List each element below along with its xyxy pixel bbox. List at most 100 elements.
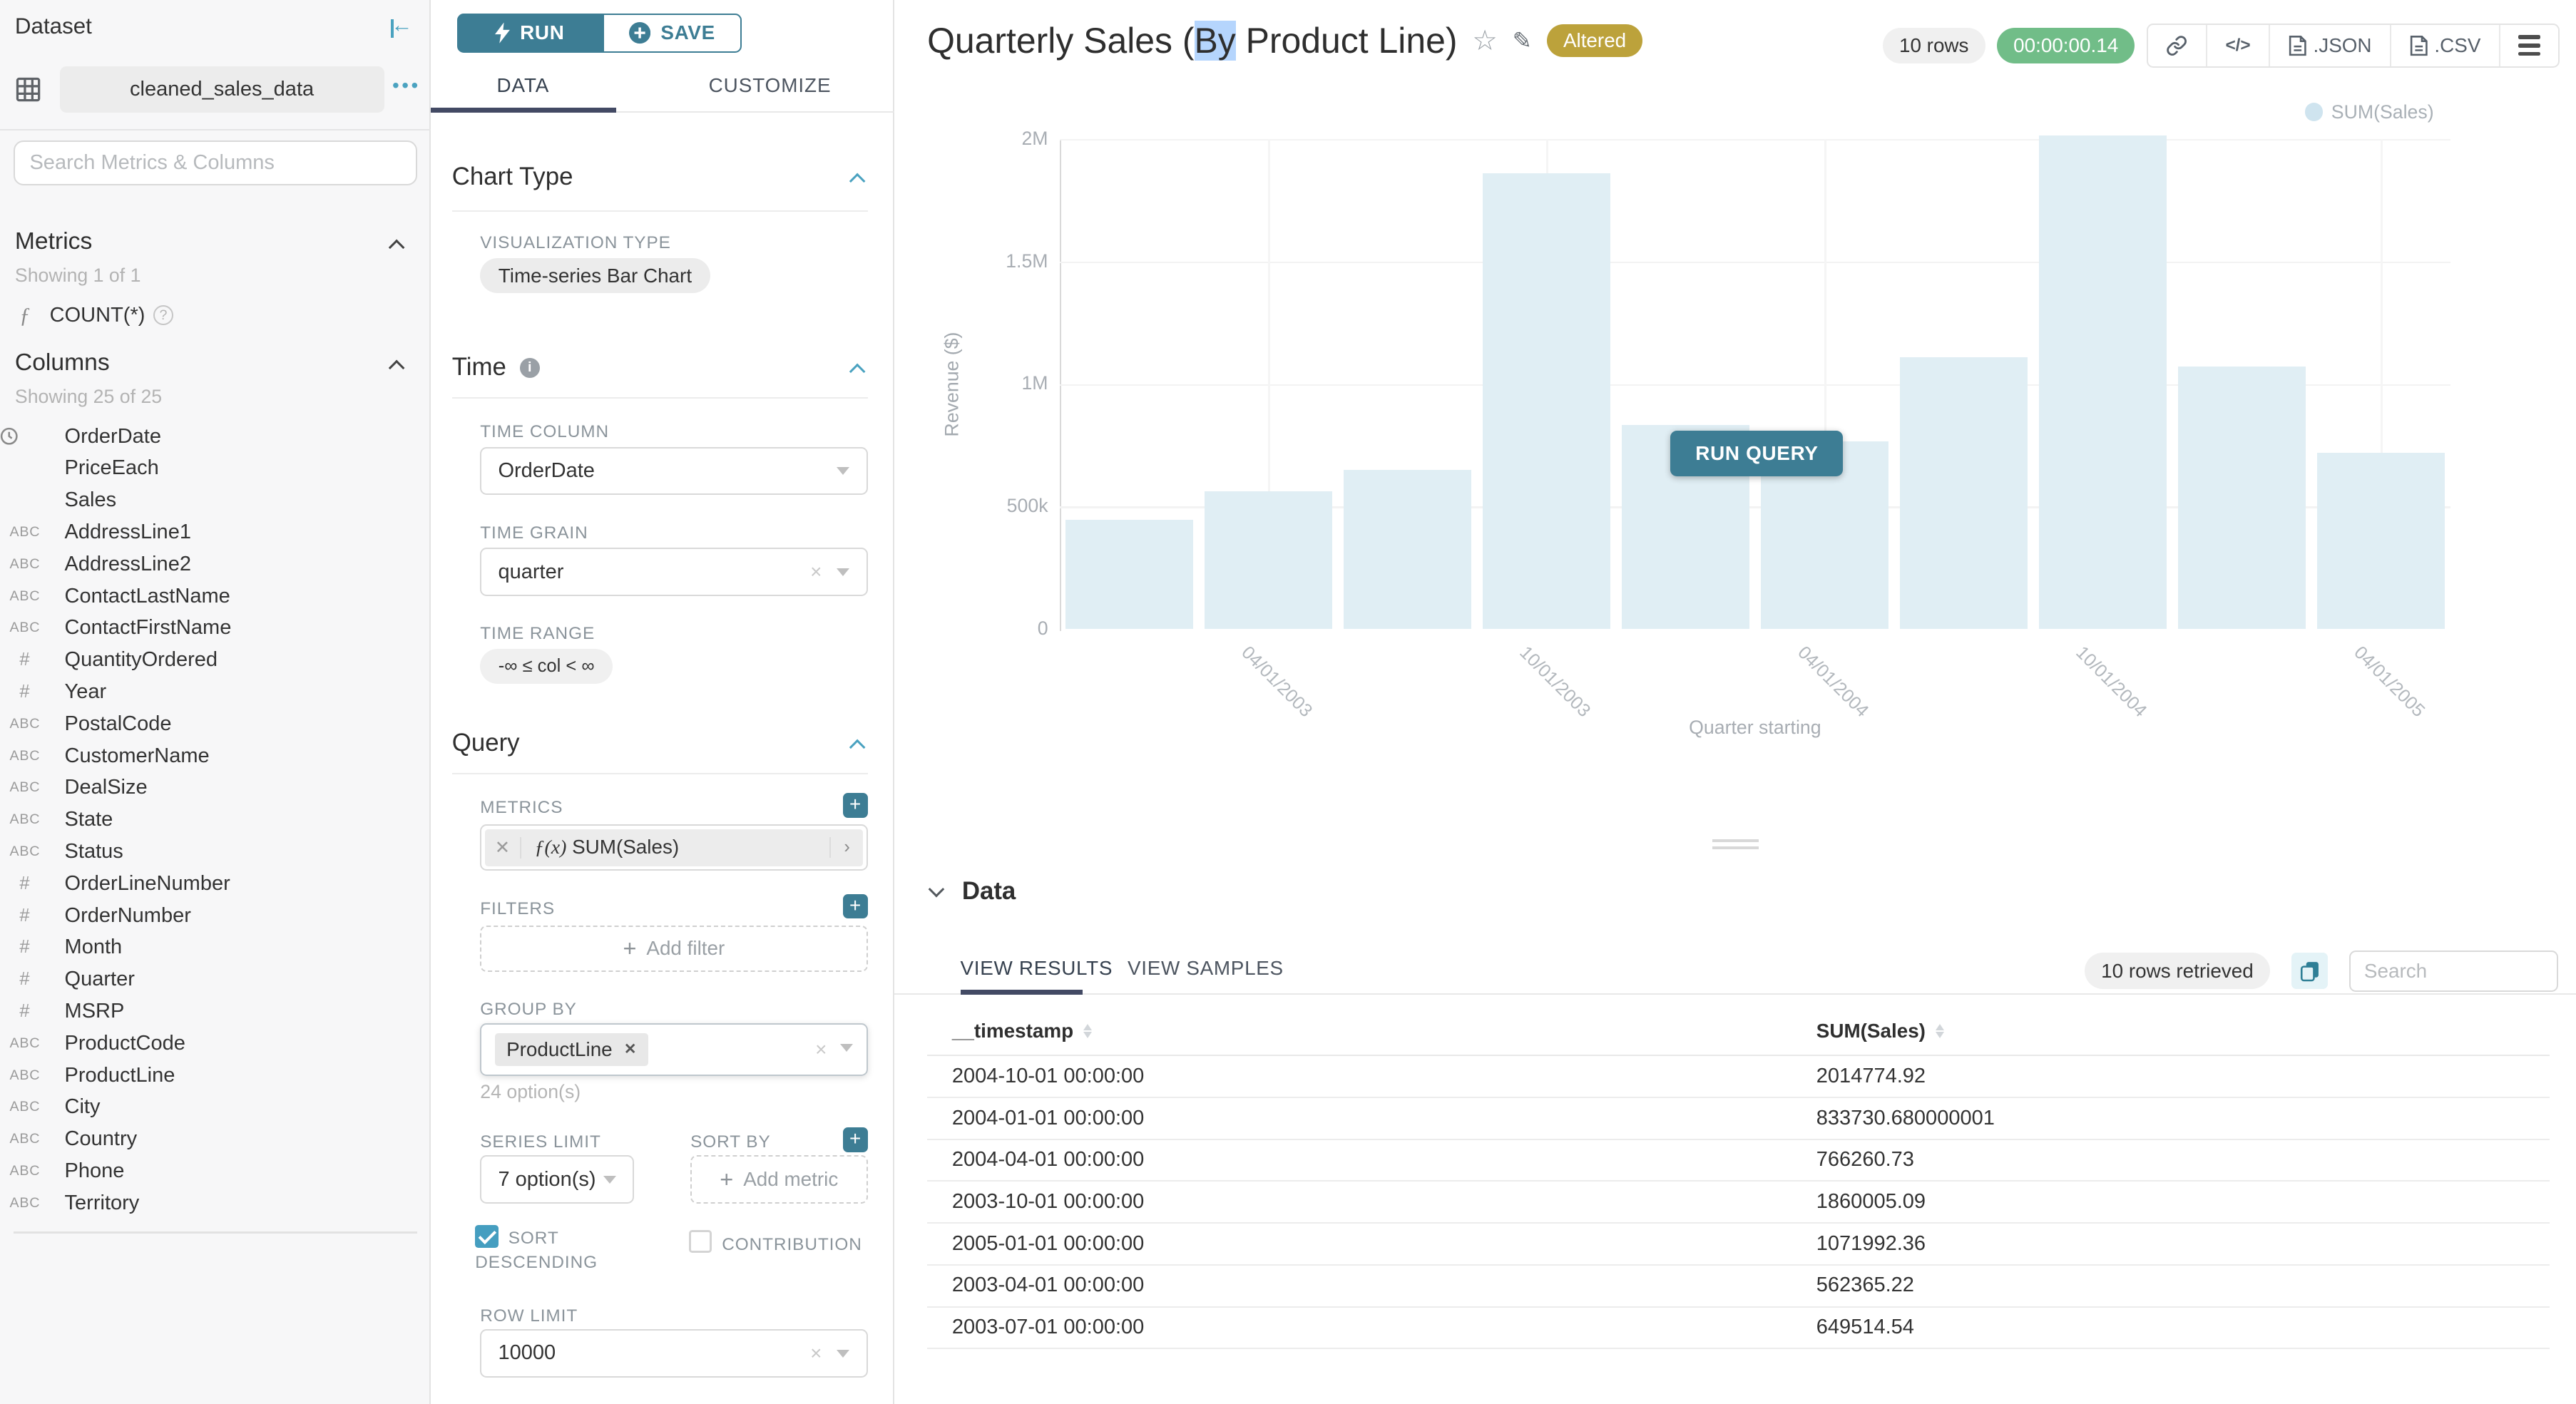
collapse-panel-icon[interactable]: ← bbox=[391, 13, 413, 38]
copy-data-button[interactable] bbox=[2291, 953, 2329, 990]
metric-item[interactable]: ƒ COUNT(*) ? bbox=[0, 299, 431, 331]
clear-icon[interactable]: × bbox=[810, 1341, 822, 1364]
column-header-timestamp[interactable]: __timestamp bbox=[952, 1020, 1093, 1042]
column-item[interactable]: # Year bbox=[0, 676, 431, 708]
export-csv-button[interactable]: .CSV bbox=[2391, 24, 2500, 67]
column-item[interactable]: Sales bbox=[0, 484, 431, 516]
add-metric-plus-button[interactable]: + bbox=[842, 793, 868, 818]
column-item[interactable]: ABC ProductCode bbox=[0, 1028, 431, 1060]
group-by-select[interactable]: ProductLine ✕ × bbox=[480, 1023, 868, 1077]
table-row[interactable]: 2003-07-01 00:00:00 649514.54 bbox=[927, 1308, 2550, 1350]
column-item[interactable]: # Month bbox=[0, 931, 431, 963]
column-item[interactable]: ABC ProductLine bbox=[0, 1060, 431, 1092]
time-range-value[interactable]: -∞ ≤ col < ∞ bbox=[480, 649, 613, 684]
column-item[interactable]: PriceEach bbox=[0, 452, 431, 484]
add-filter-button[interactable]: + Add filter bbox=[480, 925, 868, 972]
tab-customize[interactable]: CUSTOMIZE bbox=[708, 74, 832, 97]
visualization-type-value[interactable]: Time-series Bar Chart bbox=[480, 258, 710, 293]
column-item[interactable]: # MSRP bbox=[0, 995, 431, 1028]
search-metrics-columns-input[interactable] bbox=[13, 140, 418, 185]
save-button[interactable]: SAVE bbox=[603, 13, 742, 53]
chevron-right-icon[interactable]: › bbox=[829, 837, 862, 859]
clear-icon[interactable]: × bbox=[815, 1037, 827, 1060]
column-name: AddressLine1 bbox=[64, 520, 191, 543]
tab-view-samples[interactable]: VIEW SAMPLES bbox=[1128, 956, 1284, 979]
cell-timestamp: 2003-07-01 00:00:00 bbox=[951, 1316, 1145, 1339]
remove-chip-icon[interactable]: ✕ bbox=[623, 1041, 637, 1058]
group-by-chip[interactable]: ProductLine ✕ bbox=[494, 1032, 648, 1067]
row-limit-select[interactable]: 10000 × bbox=[480, 1329, 868, 1378]
copy-link-button[interactable] bbox=[2148, 24, 2207, 67]
query-collapse-icon[interactable] bbox=[849, 739, 866, 756]
menu-icon[interactable] bbox=[2500, 25, 2558, 67]
columns-collapse-icon[interactable] bbox=[388, 360, 405, 377]
favorite-star-icon[interactable]: ☆ bbox=[1472, 24, 1498, 56]
column-item[interactable]: # QuantityOrdered bbox=[0, 644, 431, 676]
column-item[interactable]: ABC ContactFirstName bbox=[0, 612, 431, 644]
column-item[interactable]: ABC PostalCode bbox=[0, 708, 431, 740]
metrics-collapse-icon[interactable] bbox=[388, 239, 405, 256]
text-column-icon: ABC bbox=[9, 811, 41, 828]
table-row[interactable]: 2004-04-01 00:00:00 766260.73 bbox=[927, 1140, 2550, 1182]
column-item[interactable]: ABC ContactLastName bbox=[0, 580, 431, 613]
column-item[interactable]: ABC Territory bbox=[0, 1187, 431, 1219]
bar-2003-07-01[interactable] bbox=[1343, 470, 1471, 630]
view-query-button[interactable]: </> bbox=[2207, 24, 2271, 67]
bar-2003-01-01[interactable] bbox=[1065, 520, 1193, 630]
column-item[interactable]: OrderDate bbox=[0, 421, 431, 453]
table-row[interactable]: 2003-04-01 00:00:00 562365.22 bbox=[927, 1266, 2550, 1308]
bar-2003-04-01[interactable] bbox=[1204, 491, 1332, 630]
metric-chip[interactable]: ✕ ƒ(x) SUM(Sales) › bbox=[484, 829, 863, 866]
edit-properties-icon[interactable]: ✎ bbox=[1512, 27, 1532, 53]
series-limit-select[interactable]: 7 option(s) bbox=[480, 1155, 635, 1204]
column-item[interactable]: ABC CustomerName bbox=[0, 740, 431, 772]
column-item[interactable]: ABC Country bbox=[0, 1123, 431, 1155]
remove-metric-icon[interactable]: ✕ bbox=[485, 836, 521, 859]
column-header-sum-sales[interactable]: SUM(Sales) bbox=[1816, 1020, 1944, 1042]
data-section-header[interactable]: Data bbox=[928, 877, 1016, 906]
table-row[interactable]: 2004-01-01 00:00:00 833730.680000001 bbox=[927, 1098, 2550, 1140]
bar-2005-04-01[interactable] bbox=[2317, 452, 2445, 630]
column-item[interactable]: ABC State bbox=[0, 804, 431, 836]
column-item[interactable]: ABC Phone bbox=[0, 1155, 431, 1187]
column-item[interactable]: ABC City bbox=[0, 1091, 431, 1123]
bar-2004-10-01[interactable] bbox=[2039, 135, 2167, 630]
bar-2004-07-01[interactable] bbox=[1900, 357, 2028, 630]
help-icon[interactable]: ? bbox=[153, 305, 173, 326]
column-item[interactable]: # OrderNumber bbox=[0, 900, 431, 932]
numeric-column-icon: # bbox=[19, 650, 31, 670]
add-sort-metric-button[interactable]: + Add metric bbox=[690, 1155, 868, 1204]
table-row[interactable]: 2005-01-01 00:00:00 1071992.36 bbox=[927, 1224, 2550, 1266]
run-button[interactable]: RUN bbox=[456, 13, 603, 53]
column-item[interactable]: ABC DealSize bbox=[0, 772, 431, 804]
column-item[interactable]: # OrderLineNumber bbox=[0, 868, 431, 900]
contribution-checkbox[interactable] bbox=[688, 1229, 712, 1254]
add-sort-metric-plus-button[interactable]: + bbox=[842, 1127, 868, 1152]
tab-data[interactable]: DATA bbox=[496, 74, 550, 97]
column-item[interactable]: ABC Status bbox=[0, 836, 431, 868]
chart-title[interactable]: Quarterly Sales (By Product Line) bbox=[927, 20, 1458, 61]
bar-2003-10-01[interactable] bbox=[1482, 173, 1610, 630]
dataset-name[interactable]: cleaned_sales_data bbox=[59, 66, 384, 113]
column-item[interactable]: ABC AddressLine2 bbox=[0, 548, 431, 580]
time-column-select[interactable]: OrderDate bbox=[480, 446, 868, 496]
results-search-input[interactable] bbox=[2349, 950, 2558, 992]
table-row[interactable]: 2003-10-01 00:00:00 1860005.09 bbox=[927, 1182, 2550, 1224]
time-grain-select[interactable]: quarter × bbox=[480, 548, 868, 596]
panel-resize-handle[interactable] bbox=[1712, 839, 1759, 854]
chart-type-collapse-icon[interactable] bbox=[849, 173, 866, 190]
sort-descending-checkbox[interactable] bbox=[475, 1224, 499, 1249]
column-item[interactable]: ABC AddressLine1 bbox=[0, 516, 431, 548]
add-filter-plus-button[interactable]: + bbox=[842, 893, 868, 919]
numeric-column-icon: # bbox=[19, 681, 31, 702]
export-json-button[interactable]: .JSON bbox=[2270, 24, 2392, 67]
run-query-button[interactable]: RUN QUERY bbox=[1670, 430, 1844, 477]
table-row[interactable]: 2004-10-01 00:00:00 2014774.92 bbox=[927, 1056, 2550, 1098]
time-collapse-icon[interactable] bbox=[849, 363, 866, 380]
column-item[interactable]: # Quarter bbox=[0, 963, 431, 995]
clear-icon[interactable]: × bbox=[810, 560, 822, 583]
bar-2005-01-01[interactable] bbox=[2178, 366, 2306, 630]
tab-view-results[interactable]: VIEW RESULTS bbox=[960, 956, 1113, 979]
dataset-more-menu-icon[interactable]: ••• bbox=[392, 74, 421, 97]
legend-item[interactable]: SUM(Sales) bbox=[2304, 101, 2434, 123]
